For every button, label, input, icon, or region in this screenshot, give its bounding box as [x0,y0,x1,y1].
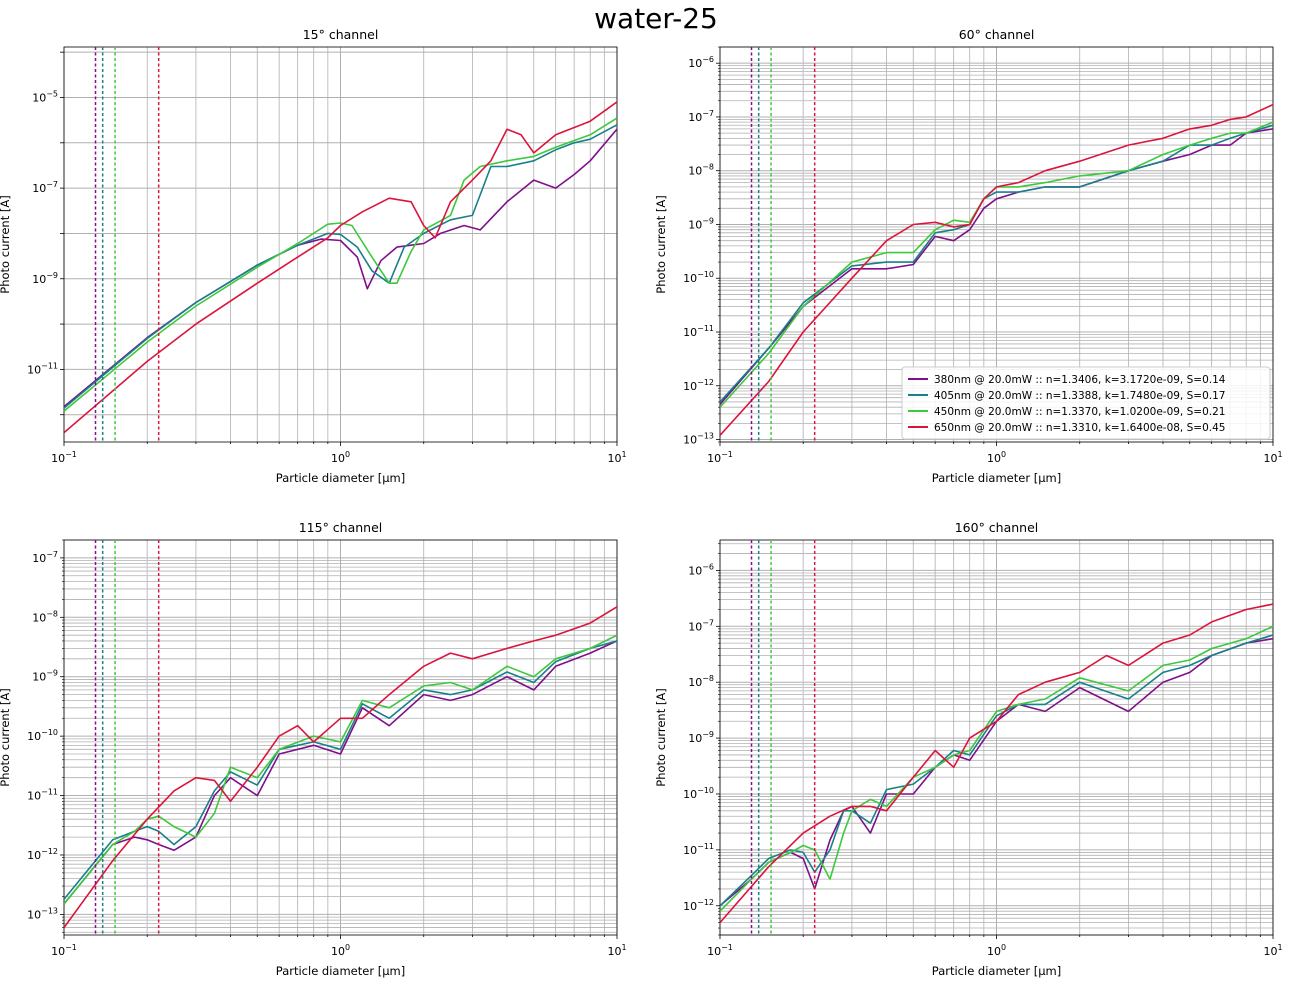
y-tick-label: 10−8 [688,163,714,178]
y-tick-label: 10−7 [688,109,714,124]
y-axis-label: Photo current [A] [654,195,668,293]
series-line-650nm [64,606,617,929]
series-line-650nm [64,101,617,434]
chart-title: 60° channel [959,27,1035,42]
plot-frame [719,539,1274,936]
y-tick-label: 10−8 [688,674,714,689]
series-group [720,540,1273,935]
y-tick-label: 10−13 [683,432,714,447]
legend-box [901,366,1271,440]
y-tick-label: 10−5 [32,89,58,104]
series-line-650nm [720,603,1273,924]
series-group [720,47,1273,442]
plot-frame [63,46,618,443]
chart-60-channel: 60° channel Particle diameter [µm] Photo c… [654,27,1283,485]
y-tick-label: 10−13 [27,906,58,921]
axes [716,46,1274,446]
x-tick-label: 10−1 [51,450,77,465]
chart-title: 115° channel [299,520,383,535]
x-tick-label: 101 [1263,943,1282,958]
y-tick-label: 10−12 [683,378,714,393]
legend-entry-650nm: 650nm @ 20.0mW :: n=1.3310, k=1.6400e-08… [934,422,1225,434]
y-tick-label: 10−10 [27,728,58,743]
legend-entry-450nm: 450nm @ 20.0mW :: n=1.3370, k=1.0200e-09… [934,406,1225,418]
x-tick-label: 100 [331,450,350,465]
y-tick-label: 10−9 [688,730,714,745]
x-tick-label: 101 [1263,450,1282,465]
y-tick-label: 10−9 [32,271,58,286]
series-line-380nm [720,128,1273,405]
y-tick-label: 10−12 [683,898,714,913]
x-tick-label: 10−1 [707,450,733,465]
series-line-650nm [720,103,1273,436]
y-tick-label: 10−9 [688,216,714,231]
axes [60,46,618,446]
axes [716,539,1274,939]
grid [719,540,1274,936]
legend-entry-380nm: 380nm @ 20.0mW :: n=1.3406, k=3.1720e-09… [934,374,1226,386]
legend: 380nm @ 20.0mW :: n=1.3406, k=3.1720e-09… [901,366,1271,440]
axes [60,539,618,939]
series-line-380nm [64,640,617,905]
y-axis-label: Photo current [A] [0,195,12,293]
plot-frame [719,46,1274,443]
plot-frame [63,539,618,936]
y-tick-label: 10−11 [27,361,58,376]
series-line-450nm [720,625,1273,912]
y-tick-label: 10−11 [683,842,714,857]
x-axis-label: Particle diameter [µm] [932,964,1061,978]
chart-115-channel: 115° channel Particle diameter [µm] Photo … [0,520,627,978]
series-group [64,540,617,935]
legend-entry-405nm: 405nm @ 20.0mW :: n=1.3388, k=1.7480e-09… [934,390,1225,402]
x-axis-label: Particle diameter [µm] [276,471,405,485]
chart-title: 15° channel [303,27,379,42]
grid [63,47,618,442]
x-tick-label: 101 [607,450,626,465]
y-tick-label: 10−10 [683,270,714,285]
series-group [64,47,617,442]
y-tick-label: 10−8 [32,609,58,624]
figure-title: water-25 [594,2,718,35]
y-tick-label: 10−11 [27,788,58,803]
x-tick-label: 10−1 [707,943,733,958]
grid [63,539,618,935]
y-tick-label: 10−10 [683,786,714,801]
series-line-450nm [64,117,617,412]
y-tick-label: 10−12 [27,847,58,862]
x-axis-label: Particle diameter [µm] [276,964,405,978]
x-tick-label: 10−1 [51,943,77,958]
y-tick-label: 10−7 [32,550,58,565]
x-tick-label: 100 [987,943,1006,958]
x-tick-label: 101 [607,943,626,958]
y-tick-label: 10−7 [32,180,58,195]
series-line-450nm [64,634,617,905]
y-tick-label: 10−11 [683,324,714,339]
x-tick-label: 100 [331,943,350,958]
x-tick-label: 100 [987,450,1006,465]
y-tick-label: 10−6 [688,55,714,70]
chart-15-channel: 15° channel Particle diameter [µm] Photo c… [0,27,627,485]
chart-160-channel: 160° channel Particle diameter [µm] Photo … [654,520,1283,978]
y-tick-label: 10−9 [32,669,58,684]
x-axis-label: Particle diameter [µm] [932,471,1061,485]
y-tick-label: 10−6 [688,562,714,577]
y-axis-label: Photo current [A] [0,688,12,786]
y-tick-label: 10−7 [688,618,714,633]
chart-title: 160° channel [955,520,1039,535]
y-axis-label: Photo current [A] [654,688,668,786]
